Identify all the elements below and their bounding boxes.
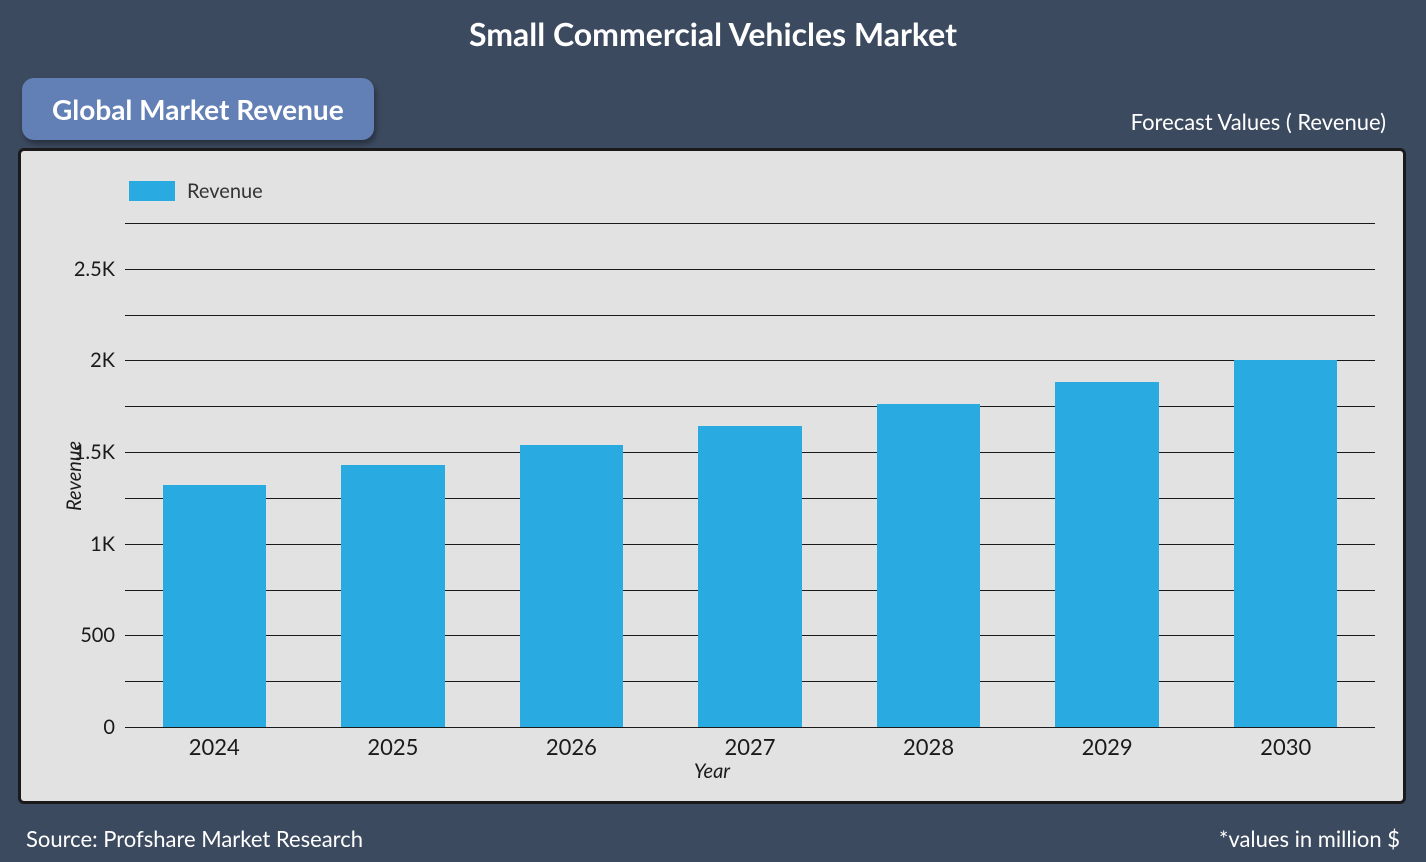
- x-tick-label: 2026: [546, 733, 597, 760]
- legend-label: Revenue: [187, 179, 263, 203]
- x-tick-label: 2028: [903, 733, 954, 760]
- x-tick-label: 2024: [189, 733, 240, 760]
- bar: [520, 445, 624, 727]
- y-tick-label: 500: [35, 623, 115, 647]
- chart-panel: Revenue Revenue 05001K1.5K2K2.5K Year 20…: [18, 148, 1406, 804]
- bar: [341, 465, 445, 727]
- gridline: [125, 406, 1375, 407]
- gridline: [125, 269, 1375, 270]
- x-tick-label: 2027: [724, 733, 775, 760]
- subtitle-badge: Global Market Revenue: [22, 78, 374, 140]
- y-tick-label: 2.5K: [35, 257, 115, 281]
- x-tick-label: 2030: [1260, 733, 1311, 760]
- gridline: [125, 315, 1375, 316]
- gridline: [125, 223, 1375, 224]
- source-text: Source: Profshare Market Research: [26, 825, 363, 852]
- plot-area: 05001K1.5K2K2.5K: [125, 223, 1375, 727]
- legend: Revenue: [129, 179, 263, 203]
- x-axis-title: Year: [694, 759, 730, 783]
- y-tick-label: 1.5K: [35, 440, 115, 464]
- legend-swatch: [129, 181, 175, 201]
- bar: [163, 485, 267, 727]
- y-tick-label: 2K: [35, 348, 115, 372]
- bar: [698, 426, 802, 727]
- y-tick-label: 1K: [35, 532, 115, 556]
- chart-title: Small Commercial Vehicles Market: [0, 14, 1426, 53]
- x-tick-label: 2029: [1082, 733, 1133, 760]
- units-note: *values in million $: [1219, 825, 1400, 852]
- gridline: [125, 727, 1375, 728]
- bar: [1055, 382, 1159, 727]
- bar: [877, 404, 981, 727]
- gridline: [125, 360, 1375, 361]
- x-tick-label: 2025: [367, 733, 418, 760]
- bar: [1234, 360, 1338, 727]
- y-tick-label: 0: [35, 715, 115, 739]
- forecast-label: Forecast Values ( Revenue): [1131, 108, 1386, 135]
